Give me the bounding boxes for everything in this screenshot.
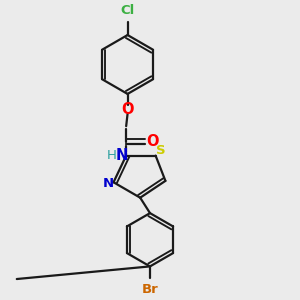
Text: N: N [116, 148, 128, 163]
Text: H: H [106, 149, 116, 162]
Text: O: O [121, 102, 134, 117]
Text: N: N [102, 177, 113, 190]
Text: O: O [146, 134, 158, 149]
Text: S: S [156, 144, 166, 157]
Text: Cl: Cl [120, 4, 135, 17]
Text: Br: Br [142, 283, 158, 296]
